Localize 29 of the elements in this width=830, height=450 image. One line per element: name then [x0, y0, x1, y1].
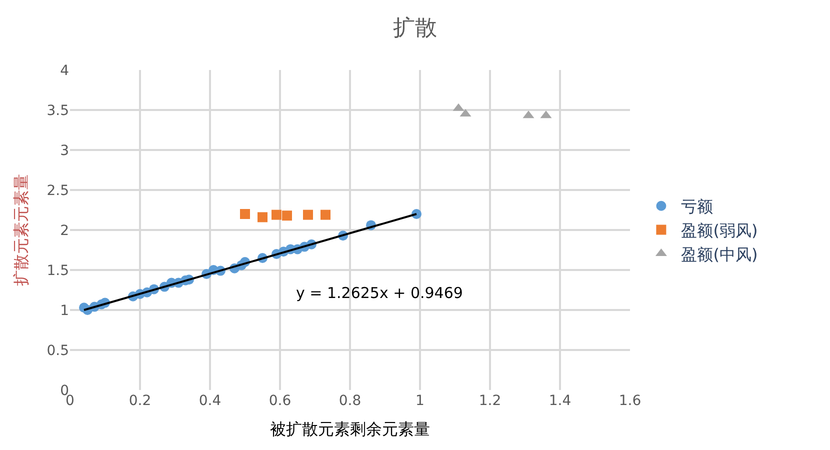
point [272, 210, 282, 220]
x-tick-label: 1 [416, 393, 424, 409]
x-axis-title: 被扩散元素剩余元素量 [270, 420, 430, 439]
point [240, 209, 250, 219]
legend-label: 盈额(弱风) [681, 220, 758, 240]
x-tick-label: 1.4 [548, 393, 572, 409]
y-tick-label: 1.5 [46, 262, 69, 279]
point [282, 210, 292, 221]
chart-title: 扩散 [393, 16, 437, 41]
x-tick-label: 0.6 [268, 393, 292, 409]
y-tick-label: 2 [60, 222, 69, 239]
legend-label: 亏额 [681, 197, 714, 216]
x-tick-label: 1.6 [618, 393, 642, 409]
point [258, 212, 268, 222]
y-tick-label: 3 [60, 142, 69, 159]
legend-label: 盈额(中风) [681, 244, 758, 264]
annotation: y = 1.2625x + 0.9469 [296, 284, 463, 302]
x-tick-label: 0.4 [198, 393, 222, 409]
y-axis-title: 扩散元素元素量 [12, 174, 31, 286]
y-tick-label: 3.5 [46, 102, 69, 119]
x-tick-label: 0.2 [128, 393, 152, 409]
x-tick-label: 0.8 [338, 393, 362, 409]
point [320, 210, 330, 220]
y-tick-label: 0.5 [46, 342, 69, 359]
y-tick-label: 4 [60, 62, 70, 79]
point [303, 210, 313, 220]
y-tick-label: 2.5 [46, 182, 69, 199]
y-tick-label: 1 [60, 302, 69, 319]
x-tick-label: 1.2 [478, 393, 502, 409]
